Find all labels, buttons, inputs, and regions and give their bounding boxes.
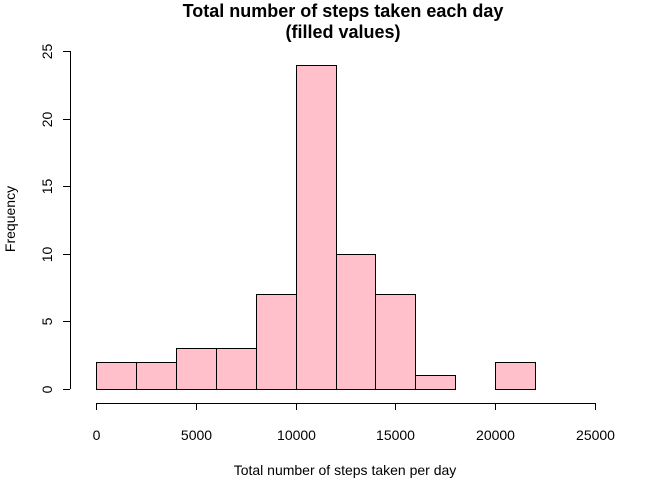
histogram-bar (336, 254, 376, 390)
chart-title: Total number of steps taken each day (183, 1, 504, 21)
histogram-bar (415, 375, 456, 390)
histogram-bar (256, 294, 297, 390)
bars-group (96, 65, 536, 390)
histogram-bar (136, 362, 177, 390)
y-tick-label: 10 (39, 247, 55, 263)
histogram-bar (96, 362, 137, 390)
histogram-bar (375, 294, 416, 390)
y-tick-label: 20 (39, 112, 55, 128)
histogram-bar (495, 362, 536, 390)
x-axis-ticks: 0 5000 10000 15000 20000 25000 (93, 403, 615, 443)
y-tick-label: 5 (39, 317, 55, 325)
y-tick-label: 25 (39, 44, 55, 60)
y-axis-ticks: 0 5 10 15 20 25 (39, 44, 70, 393)
x-tick-label: 10000 (277, 427, 316, 443)
x-tick-label: 5000 (181, 427, 212, 443)
x-tick-label: 20000 (476, 427, 515, 443)
y-tick-label: 0 (39, 385, 55, 393)
x-tick-label: 0 (93, 427, 101, 443)
chart-subtitle: (filled values) (285, 22, 400, 42)
y-tick-label: 15 (39, 179, 55, 195)
histogram-bar (176, 348, 217, 390)
x-tick-label: 15000 (376, 427, 415, 443)
histogram-bar (216, 348, 257, 390)
y-axis-label: Frequency (2, 186, 18, 252)
histogram-bar (296, 65, 337, 390)
x-tick-label: 25000 (576, 427, 615, 443)
x-axis-label: Total number of steps taken per day (234, 462, 457, 478)
